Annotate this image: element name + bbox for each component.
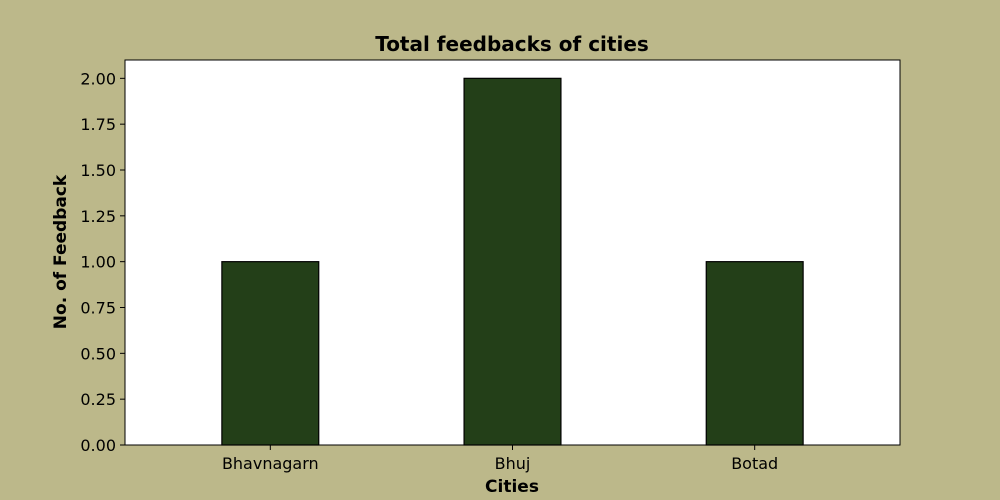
y-tick-label: 0.75	[80, 299, 116, 318]
bar-bhavnagarn	[221, 261, 320, 446]
y-tick-label: 0.25	[80, 390, 116, 409]
bar-botad	[705, 261, 804, 446]
bars-group	[221, 77, 804, 446]
y-tick-label: 1.75	[80, 115, 116, 134]
x-tick-label: Botad	[731, 454, 778, 473]
y-axis: 0.00 0.25 0.50 0.75 1.00 1.25 1.50 1.75 2.00	[80, 69, 125, 455]
x-axis-title: Cities	[485, 477, 539, 497]
x-axis: Bhavnagarn Bhuj Botad	[222, 445, 778, 473]
x-tick-label: Bhavnagarn	[222, 454, 319, 473]
y-tick-label: 1.50	[80, 161, 116, 180]
y-tick-label: 2.00	[80, 69, 116, 88]
y-axis-title: No. of Feedback	[51, 174, 71, 329]
y-tick-label: 1.00	[80, 253, 116, 272]
bar-bhuj	[463, 77, 562, 446]
x-tick-label: Bhuj	[495, 454, 531, 473]
y-tick-label: 1.25	[80, 207, 116, 226]
y-tick-label: 0.00	[80, 436, 116, 455]
y-tick-label: 0.50	[80, 344, 116, 363]
chart-title: Total feedbacks of cities	[375, 32, 649, 56]
